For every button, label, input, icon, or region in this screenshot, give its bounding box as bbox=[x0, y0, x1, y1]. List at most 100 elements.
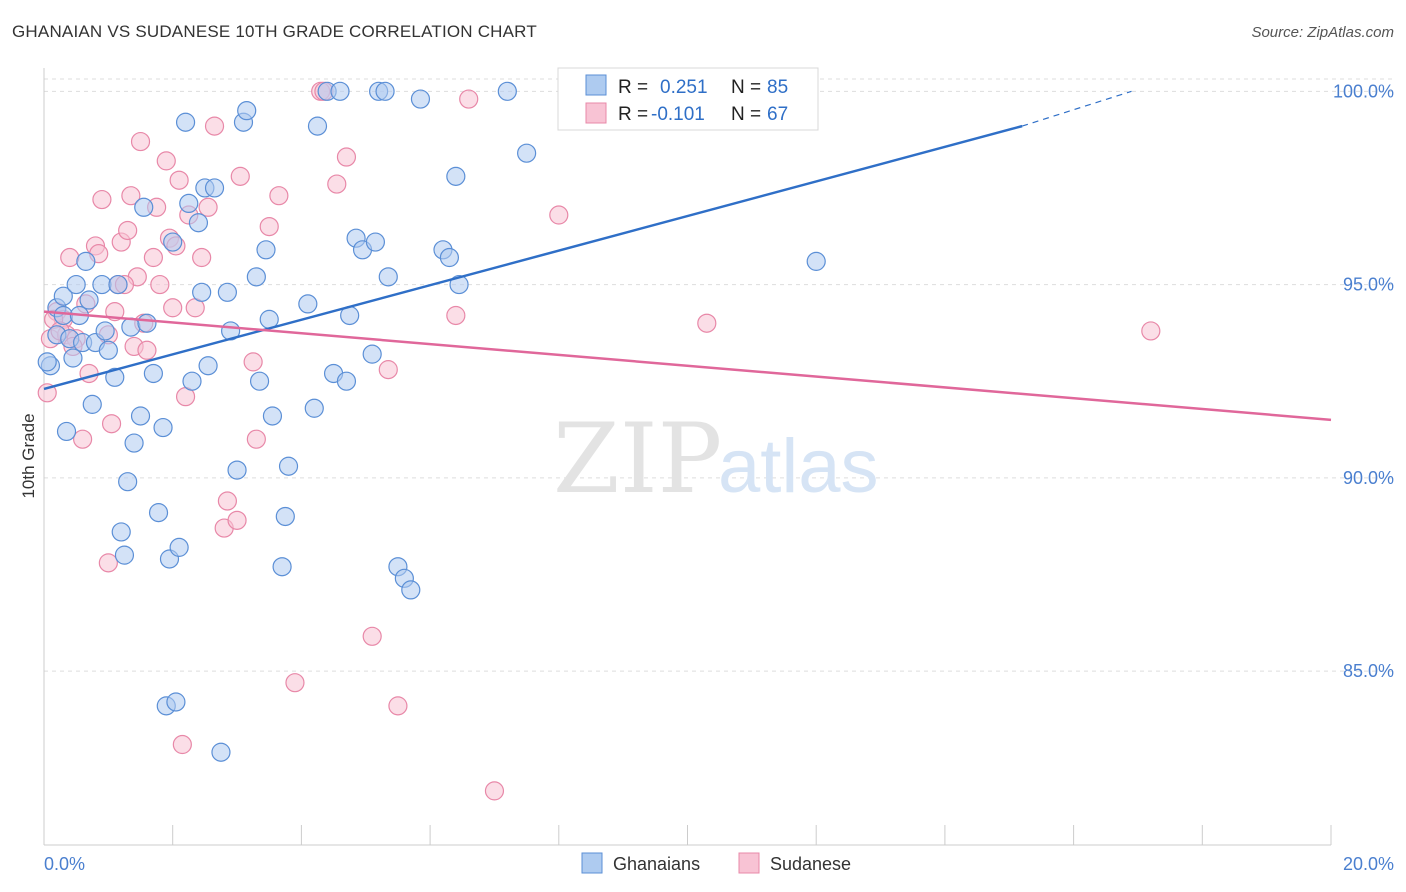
ghanaian-point bbox=[63, 348, 83, 368]
legend-swatch-ghanaians bbox=[581, 852, 603, 874]
ghanaian-point bbox=[98, 340, 118, 360]
ghanaian-point bbox=[143, 363, 163, 384]
ghanaian-point bbox=[108, 274, 128, 295]
sudanese-point bbox=[143, 247, 163, 268]
ghanaian-point bbox=[53, 305, 73, 326]
sudanese-point bbox=[156, 151, 176, 171]
ghanaian-point bbox=[114, 545, 135, 565]
sudanese-point bbox=[484, 781, 505, 801]
y-tick-label: 85.0% bbox=[1343, 661, 1394, 681]
ghanaian-point bbox=[182, 371, 202, 391]
sudanese-trend-line bbox=[43, 310, 1332, 422]
ghanaian-point bbox=[204, 178, 225, 198]
sudanese-point bbox=[92, 189, 112, 210]
sudanese-point bbox=[198, 197, 218, 217]
sudanese-point bbox=[269, 186, 289, 206]
sudanese-point bbox=[169, 170, 189, 190]
ghanaian-point bbox=[307, 116, 328, 136]
sudanese-point bbox=[549, 205, 569, 225]
ghanaian-point bbox=[192, 282, 212, 302]
ghanaian-point bbox=[362, 344, 382, 364]
ghanaian-point bbox=[256, 240, 276, 260]
ghanaian-point bbox=[227, 460, 247, 480]
sudanese-point bbox=[150, 274, 170, 295]
sudanese-point bbox=[118, 220, 138, 241]
ghanaian-point bbox=[439, 247, 460, 268]
sudanese-point bbox=[130, 131, 151, 152]
ghanaian-point bbox=[375, 81, 395, 101]
sudanese-point bbox=[246, 429, 266, 449]
tick-labels: 100.0% 95.0% 90.0% 85.0% 0.0% 20.0% bbox=[44, 81, 1394, 874]
series-legend: Ghanaians Sudanese bbox=[581, 852, 851, 874]
stats-legend: R = 0.251 N = 85 R = -0.101 N = 67 bbox=[557, 67, 819, 131]
sudanese-point bbox=[1141, 321, 1161, 341]
sudanese-point bbox=[204, 116, 225, 136]
ghanaian-point bbox=[166, 692, 186, 712]
sudanese-point bbox=[388, 696, 408, 716]
sudanese-point bbox=[73, 429, 93, 449]
ghanaian-point bbox=[237, 101, 257, 121]
sudanese-point bbox=[378, 360, 398, 380]
sudanese-point bbox=[336, 147, 357, 167]
sudanese-point bbox=[327, 174, 347, 194]
watermark: ZIP atlas bbox=[553, 403, 879, 515]
stats-r-value-ghanaians: 0.251 bbox=[660, 77, 708, 98]
ghanaian-point bbox=[249, 371, 270, 391]
ghanaian-point bbox=[262, 406, 283, 426]
stats-r-label-sudanese: R = bbox=[618, 104, 648, 125]
ghanaian-point bbox=[378, 267, 398, 287]
sudanese-point bbox=[259, 217, 279, 237]
y-tick-label: 95.0% bbox=[1343, 275, 1394, 295]
ghanaian-point bbox=[246, 267, 266, 287]
sudanese-point bbox=[230, 166, 250, 186]
legend-label-ghanaians: Ghanaians bbox=[613, 854, 700, 874]
ghanaian-point bbox=[449, 274, 469, 295]
ghanaian-point bbox=[53, 286, 73, 306]
ghanaian-point bbox=[163, 232, 183, 252]
axes bbox=[43, 68, 1332, 846]
y-tick-label: 90.0% bbox=[1343, 468, 1394, 488]
sudanese-point bbox=[192, 247, 212, 268]
ghanaian-point bbox=[211, 742, 231, 762]
sudanese-point bbox=[697, 313, 717, 333]
sudanese-point bbox=[137, 340, 157, 360]
stats-r-value-sudanese: -0.101 bbox=[651, 104, 705, 125]
ghanaian-point bbox=[121, 317, 141, 337]
ghanaian-point bbox=[37, 352, 57, 372]
source-credit: Source: ZipAtlas.com bbox=[1251, 24, 1394, 41]
sudanese-point bbox=[98, 553, 118, 573]
ghanaian-point bbox=[124, 433, 144, 453]
ghanaian-point bbox=[517, 143, 537, 163]
legend-swatch-sudanese bbox=[738, 852, 760, 874]
ghanaian-point bbox=[401, 580, 421, 600]
ghanaian-point bbox=[179, 193, 199, 214]
sudanese-point bbox=[243, 352, 263, 372]
stats-n-value-sudanese: 67 bbox=[767, 104, 788, 125]
ghanaian-point bbox=[365, 232, 386, 252]
sudanese-point bbox=[163, 298, 183, 318]
sudanese-point bbox=[37, 383, 57, 403]
ghanaian-point bbox=[137, 313, 157, 333]
sudanese-point bbox=[227, 510, 247, 530]
sudanese-point bbox=[60, 247, 80, 268]
stats-r-label-ghanaians: R = bbox=[618, 77, 648, 98]
ghanaian-point bbox=[275, 506, 295, 527]
ghanaian-point bbox=[217, 282, 237, 302]
watermark-atlas: atlas bbox=[718, 424, 879, 509]
gridlines bbox=[44, 78, 1394, 672]
x-tick-label: 20.0% bbox=[1343, 854, 1394, 874]
x-tick-label: 0.0% bbox=[44, 854, 85, 874]
stats-n-value-ghanaians: 85 bbox=[767, 77, 788, 98]
ghanaian-point bbox=[175, 112, 196, 132]
ghanaian-point bbox=[806, 251, 826, 271]
ghanaian-point bbox=[298, 294, 318, 314]
chart-title: GHANAIAN VS SUDANESE 10TH GRADE CORRELAT… bbox=[12, 22, 537, 41]
ghanaian-point bbox=[336, 371, 357, 391]
ghanaian-point bbox=[497, 81, 517, 101]
y-axis-label: 10th Grade bbox=[19, 413, 38, 498]
sudanese-point bbox=[121, 186, 141, 206]
ghanaian-point bbox=[111, 522, 131, 542]
ghanaian-point bbox=[82, 394, 102, 414]
sudanese-point bbox=[362, 626, 382, 646]
